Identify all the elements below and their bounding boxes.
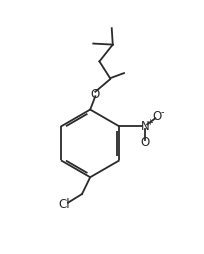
Text: O: O: [140, 136, 149, 149]
Text: Cl: Cl: [58, 198, 69, 211]
Text: O: O: [90, 88, 100, 101]
Text: O: O: [152, 110, 161, 123]
Text: -: -: [159, 107, 163, 117]
Text: N: N: [140, 120, 149, 133]
Text: +: +: [145, 118, 152, 127]
